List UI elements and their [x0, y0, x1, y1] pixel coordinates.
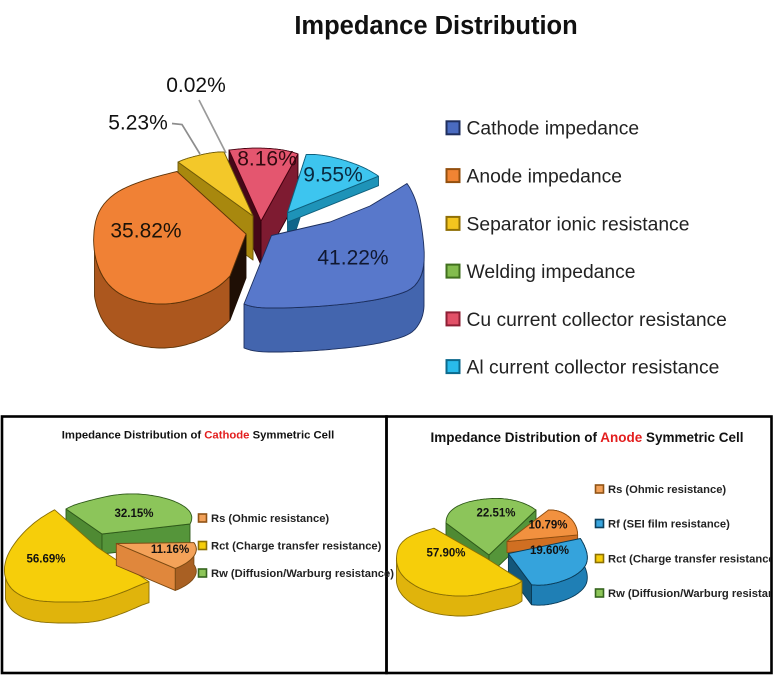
svg-text:Impedance Distribution of Cath: Impedance Distribution of Cathode Symmet… [62, 430, 334, 442]
svg-text:Rw (Diffusion/Warburg resistan: Rw (Diffusion/Warburg resistance) [608, 588, 780, 600]
svg-text:35.82%: 35.82% [110, 220, 181, 243]
svg-text:8.16%: 8.16% [237, 148, 297, 171]
svg-text:Cu current collector resistanc: Cu current collector resistance [467, 310, 727, 331]
svg-text:Cathode impedance: Cathode impedance [467, 119, 640, 140]
svg-text:Rs (Ohmic resistance): Rs (Ohmic resistance) [211, 513, 329, 525]
svg-text:Rct (Charge transfer resistanc: Rct (Charge transfer resistance) [211, 541, 382, 553]
svg-text:Rct (Charge transfer resistanc: Rct (Charge transfer resistance) [608, 554, 779, 566]
svg-text:Rw (Diffusion/Warburg resistan: Rw (Diffusion/Warburg resistance) [211, 568, 394, 580]
svg-text:19.60%: 19.60% [530, 545, 569, 557]
svg-text:9.55%: 9.55% [303, 164, 363, 187]
svg-text:Al current collector resistanc: Al current collector resistance [467, 358, 720, 379]
svg-text:11.16%: 11.16% [151, 544, 189, 556]
svg-text:Rs (Ohmic resistance): Rs (Ohmic resistance) [608, 484, 726, 496]
svg-text:10.79%: 10.79% [528, 520, 567, 532]
svg-text:Welding impedance: Welding impedance [467, 262, 636, 283]
svg-text:Impedance Distribution: Impedance Distribution [294, 12, 577, 40]
svg-text:41.22%: 41.22% [317, 247, 388, 270]
svg-text:Separator ionic resistance: Separator ionic resistance [467, 214, 690, 235]
svg-text:22.51%: 22.51% [476, 508, 515, 520]
svg-text:0.02%: 0.02% [166, 74, 226, 97]
svg-text:Anode impedance: Anode impedance [467, 167, 622, 188]
svg-text:32.15%: 32.15% [114, 508, 153, 520]
svg-text:Impedance Distribution of Anod: Impedance Distribution of Anode Symmetri… [430, 430, 743, 445]
svg-text:56.69%: 56.69% [26, 554, 65, 566]
svg-text:Rf (SEI film resistance): Rf (SEI film resistance) [608, 519, 730, 531]
svg-text:5.23%: 5.23% [108, 112, 168, 135]
svg-text:57.90%: 57.90% [426, 548, 465, 560]
